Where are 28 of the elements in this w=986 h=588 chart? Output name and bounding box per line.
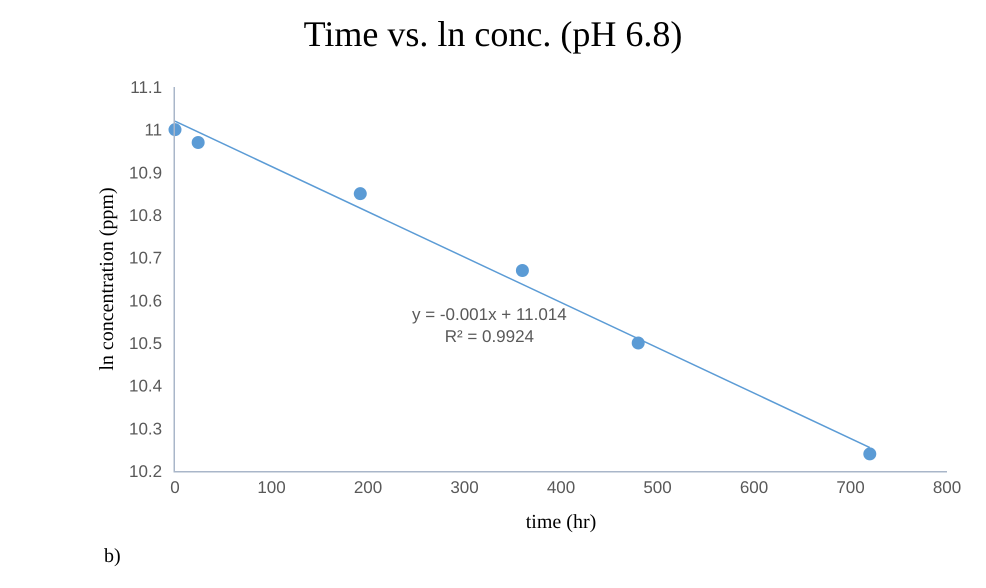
x-tick-label: 700 xyxy=(836,478,865,497)
x-tick-label: 200 xyxy=(354,478,382,497)
y-tick-label: 10.7 xyxy=(129,248,162,268)
y-tick-label: 10.3 xyxy=(129,419,162,438)
annotation: y = -0.001x + 11.014 R² = 0.9924 xyxy=(412,305,567,346)
y-tick-label: 10.2 xyxy=(129,462,162,481)
x-tick-label: 800 xyxy=(932,478,962,497)
point xyxy=(863,447,876,460)
y-tick-label: 10.9 xyxy=(129,163,162,182)
y-tick-label: 10.8 xyxy=(129,206,162,225)
x-tick-label: 100 xyxy=(257,478,286,497)
x-tick-label: 600 xyxy=(740,478,768,497)
y-tick-label: 11.1 xyxy=(130,78,162,97)
x-tick-label: 0 xyxy=(170,478,180,497)
y-tick-label: 10.5 xyxy=(129,334,162,353)
y-tick-label: 10.4 xyxy=(129,376,162,396)
point xyxy=(516,264,529,277)
chart-title: Time vs. ln conc. (pH 6.8) xyxy=(304,14,682,54)
point xyxy=(354,187,367,200)
point xyxy=(192,136,205,149)
y-axis-title: ln concentration (ppm) xyxy=(96,187,118,371)
text: b) xyxy=(104,545,121,567)
x-axis-title: time (hr) xyxy=(526,511,596,534)
x-tick-label: 400 xyxy=(546,478,576,497)
x-tick-label: 500 xyxy=(643,478,672,497)
y-tick-label: 11 xyxy=(144,120,162,140)
y-tick-label: 10.6 xyxy=(129,291,162,310)
x-tick-label: 300 xyxy=(450,478,479,497)
